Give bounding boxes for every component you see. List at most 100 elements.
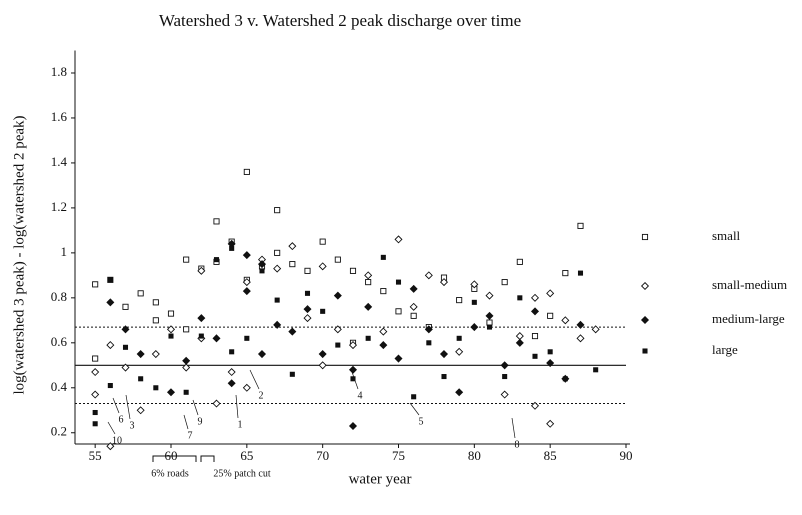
point <box>122 303 129 310</box>
point <box>409 302 418 311</box>
annotation: 3 <box>130 420 135 431</box>
point <box>167 310 175 317</box>
point <box>213 218 220 225</box>
point <box>333 291 342 300</box>
point <box>92 409 98 416</box>
point <box>182 356 191 365</box>
point <box>106 341 115 350</box>
point <box>546 289 555 298</box>
point <box>318 350 327 359</box>
annotation: 4 <box>358 390 363 401</box>
point <box>243 168 250 175</box>
point <box>212 334 221 343</box>
point <box>365 335 371 341</box>
point <box>455 347 464 356</box>
point <box>242 278 251 287</box>
x-tick-label: 75 <box>392 448 405 463</box>
point <box>379 327 388 336</box>
annotation: 7 <box>188 430 193 441</box>
point <box>152 317 159 324</box>
point <box>318 361 327 370</box>
point <box>334 256 341 263</box>
annotation: 1 <box>238 419 243 430</box>
point <box>91 390 100 399</box>
legend-marker <box>641 233 649 241</box>
y-tick-label: 1.6 <box>51 109 68 124</box>
point <box>349 267 357 274</box>
point <box>485 291 494 300</box>
point <box>122 344 129 350</box>
point <box>577 270 584 276</box>
point <box>424 271 433 280</box>
point <box>500 361 509 370</box>
leader-line <box>351 371 359 390</box>
x-tick-label: 90 <box>620 448 633 463</box>
annotation: 10 <box>112 435 122 446</box>
point <box>259 268 265 274</box>
point <box>394 354 403 363</box>
bracket <box>200 455 215 462</box>
point <box>183 256 190 263</box>
point <box>92 355 99 362</box>
point <box>515 338 524 347</box>
point <box>244 335 250 341</box>
point <box>166 325 176 334</box>
y-tick-label: 0.2 <box>51 424 67 439</box>
point <box>532 353 538 359</box>
y-tick-label: 1 <box>61 244 68 259</box>
point <box>107 383 113 389</box>
bracket <box>152 455 197 462</box>
leader-line <box>409 402 420 416</box>
legend-label: large <box>712 342 738 357</box>
point <box>182 363 191 372</box>
leader-line <box>125 394 131 420</box>
legend-label: small-medium <box>712 277 787 292</box>
point <box>379 341 388 350</box>
point <box>106 298 115 307</box>
point <box>546 359 555 368</box>
point <box>439 350 449 359</box>
point <box>106 442 115 451</box>
annotation: 6 <box>119 414 124 425</box>
y-tick-label: 1.8 <box>51 64 67 79</box>
point <box>470 323 479 332</box>
point <box>273 264 282 273</box>
point <box>470 280 479 289</box>
point <box>166 388 176 397</box>
point <box>288 327 297 336</box>
legend-marker <box>642 348 648 354</box>
point <box>591 325 600 334</box>
x-tick-label: 60 <box>165 448 178 463</box>
leader-line <box>112 397 120 414</box>
y-tick-label: 0.8 <box>51 289 67 304</box>
point <box>183 326 190 333</box>
point <box>318 262 327 271</box>
point <box>426 340 432 346</box>
legend-marker <box>640 281 650 291</box>
point <box>350 376 356 382</box>
point <box>242 383 251 392</box>
point <box>274 207 281 214</box>
point <box>153 385 159 391</box>
point <box>471 299 477 305</box>
point <box>409 284 418 293</box>
point <box>501 279 508 286</box>
point <box>257 260 267 269</box>
point <box>395 308 402 315</box>
x-tick-label: 85 <box>544 448 557 463</box>
point <box>183 389 189 395</box>
x-tick-label: 70 <box>316 448 329 463</box>
point <box>365 279 372 286</box>
y-tick-label: 0.6 <box>51 334 68 349</box>
point <box>516 258 523 265</box>
point <box>348 341 358 350</box>
point <box>213 257 220 263</box>
x-tick-label: 65 <box>240 448 253 463</box>
point <box>227 379 236 388</box>
point <box>137 290 144 297</box>
point <box>197 314 206 323</box>
leader-line <box>511 417 516 439</box>
point <box>424 325 433 334</box>
point <box>561 316 570 325</box>
